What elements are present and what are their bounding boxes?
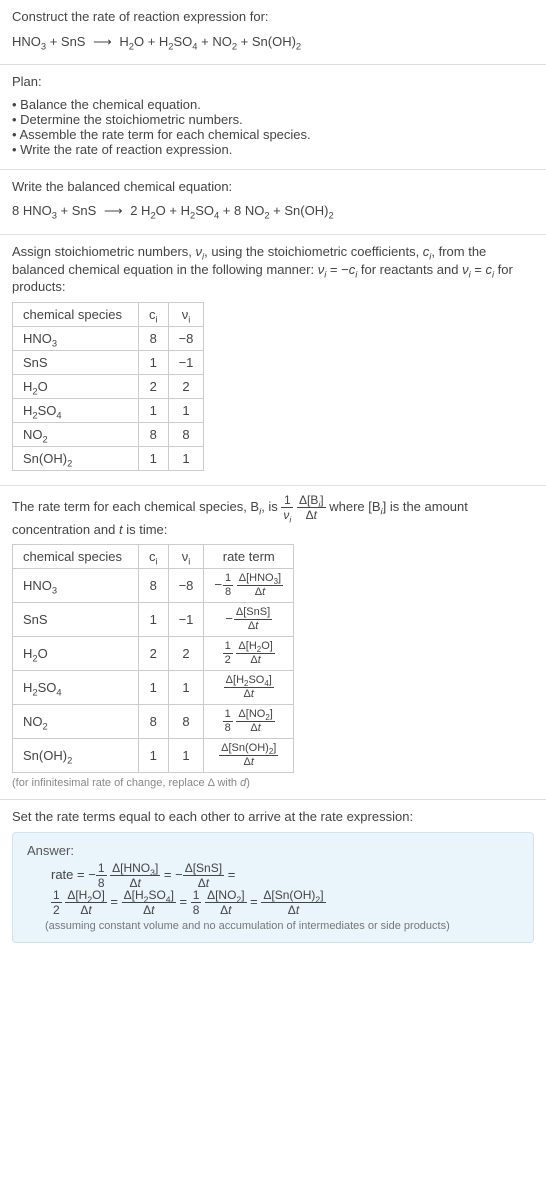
stoich-intro: Assign stoichiometric numbers, νi, using… bbox=[12, 243, 534, 296]
rate-line-1: rate = −18 Δ[HNO3]Δt = −Δ[SnS]Δt = bbox=[51, 862, 519, 889]
table-row: SnS1−1−Δ[SnS]Δt bbox=[13, 603, 294, 637]
table-row: SnS1−1 bbox=[13, 350, 204, 374]
cell-vi: 1 bbox=[168, 739, 204, 773]
final-section: Set the rate terms equal to each other t… bbox=[0, 800, 546, 963]
table-row: NO28818 Δ[NO2]Δt bbox=[13, 705, 294, 739]
unbalanced-equation: HNO3 + SnS ⟶ H2O + H2SO4 + NO2 + Sn(OH)2 bbox=[12, 32, 534, 53]
cell-rateterm: 12 Δ[H2O]Δt bbox=[204, 637, 294, 671]
plan-item: Balance the chemical equation. bbox=[12, 97, 534, 112]
answer-title: Answer: bbox=[27, 843, 519, 858]
cell-species: Sn(OH)2 bbox=[13, 446, 139, 470]
rate-line-2: 12 Δ[H2O]Δt = Δ[H2SO4]Δt = 18 Δ[NO2]Δt =… bbox=[51, 889, 519, 916]
plan-section: Plan: Balance the chemical equation. Det… bbox=[0, 65, 546, 170]
cell-species: NO2 bbox=[13, 422, 139, 446]
cell-rateterm: Δ[H2SO4]Δt bbox=[204, 671, 294, 705]
cell-species: Sn(OH)2 bbox=[13, 739, 139, 773]
plan-item: Assemble the rate term for each chemical… bbox=[12, 127, 534, 142]
cell-ci: 8 bbox=[139, 705, 169, 739]
cell-vi: 2 bbox=[168, 374, 204, 398]
cell-ci: 8 bbox=[139, 569, 169, 603]
arrow-icon: ⟶ bbox=[100, 201, 127, 222]
delta-note: (for infinitesimal rate of change, repla… bbox=[12, 777, 534, 789]
th-species: chemical species bbox=[13, 302, 139, 326]
eq-right: H2O + H2SO4 + NO2 + Sn(OH)2 bbox=[119, 34, 301, 49]
cell-ci: 1 bbox=[139, 739, 169, 773]
final-intro: Set the rate terms equal to each other t… bbox=[12, 808, 534, 826]
bal-right: 2 H2O + H2SO4 + 8 NO2 + Sn(OH)2 bbox=[130, 203, 333, 218]
plan-item: Determine the stoichiometric numbers. bbox=[12, 112, 534, 127]
cell-species: H2O bbox=[13, 374, 139, 398]
table-row: HNO38−8−18 Δ[HNO3]Δt bbox=[13, 569, 294, 603]
intro-a: The rate term for each chemical species,… bbox=[12, 499, 281, 514]
assumption-note: (assuming constant volume and no accumul… bbox=[45, 920, 519, 932]
cell-rateterm: −Δ[SnS]Δt bbox=[204, 603, 294, 637]
table-row: H2O2212 Δ[H2O]Δt bbox=[13, 637, 294, 671]
table-row: Sn(OH)211 bbox=[13, 446, 204, 470]
rateterm-section: The rate term for each chemical species,… bbox=[0, 486, 546, 801]
table-header-row: chemical species ci νi rate term bbox=[13, 545, 294, 569]
table-header-row: chemical species ci νi bbox=[13, 302, 204, 326]
cell-vi: 8 bbox=[168, 705, 204, 739]
cell-species: H2SO4 bbox=[13, 671, 139, 705]
table-row: H2SO411 bbox=[13, 398, 204, 422]
cell-vi: 2 bbox=[168, 637, 204, 671]
th-vi: νi bbox=[168, 302, 204, 326]
cell-species: NO2 bbox=[13, 705, 139, 739]
cell-species: SnS bbox=[13, 603, 139, 637]
cell-ci: 8 bbox=[139, 326, 169, 350]
bal-left: 8 HNO3 + SnS bbox=[12, 203, 96, 218]
cell-ci: 1 bbox=[139, 398, 169, 422]
plan-title: Plan: bbox=[12, 73, 534, 91]
th-rate: rate term bbox=[204, 545, 294, 569]
cell-species: HNO3 bbox=[13, 326, 139, 350]
cell-vi: 1 bbox=[168, 671, 204, 705]
eq-left: HNO3 + SnS bbox=[12, 34, 85, 49]
th-species: chemical species bbox=[13, 545, 139, 569]
table-row: Sn(OH)211Δ[Sn(OH)2]Δt bbox=[13, 739, 294, 773]
construct-title: Construct the rate of reaction expressio… bbox=[12, 8, 534, 26]
cell-vi: −8 bbox=[168, 326, 204, 350]
cell-vi: −1 bbox=[168, 603, 204, 637]
cell-ci: 1 bbox=[139, 603, 169, 637]
cell-rateterm: Δ[Sn(OH)2]Δt bbox=[204, 739, 294, 773]
balanced-equation: 8 HNO3 + SnS ⟶ 2 H2O + H2SO4 + 8 NO2 + S… bbox=[12, 201, 534, 222]
stoich-table: chemical species ci νi HNO38−8SnS1−1H2O2… bbox=[12, 302, 204, 471]
cell-vi: 8 bbox=[168, 422, 204, 446]
cell-vi: 1 bbox=[168, 398, 204, 422]
cell-vi: −8 bbox=[168, 569, 204, 603]
balanced-intro: Write the balanced chemical equation: bbox=[12, 178, 534, 196]
cell-ci: 2 bbox=[139, 374, 169, 398]
cell-ci: 1 bbox=[139, 350, 169, 374]
arrow-icon: ⟶ bbox=[89, 32, 116, 53]
cell-ci: 8 bbox=[139, 422, 169, 446]
cell-species: H2O bbox=[13, 637, 139, 671]
balanced-section: Write the balanced chemical equation: 8 … bbox=[0, 170, 546, 235]
cell-ci: 1 bbox=[139, 446, 169, 470]
cell-rateterm: −18 Δ[HNO3]Δt bbox=[204, 569, 294, 603]
cell-vi: −1 bbox=[168, 350, 204, 374]
cell-vi: 1 bbox=[168, 446, 204, 470]
generic-frac-1: 1νi bbox=[281, 494, 293, 521]
th-vi: νi bbox=[168, 545, 204, 569]
table-row: NO288 bbox=[13, 422, 204, 446]
cell-ci: 2 bbox=[139, 637, 169, 671]
table-row: H2O22 bbox=[13, 374, 204, 398]
generic-frac-2: Δ[Bi]Δt bbox=[297, 494, 326, 521]
table-row: H2SO411Δ[H2SO4]Δt bbox=[13, 671, 294, 705]
stoich-section: Assign stoichiometric numbers, νi, using… bbox=[0, 235, 546, 486]
cell-species: SnS bbox=[13, 350, 139, 374]
plan-list: Balance the chemical equation. Determine… bbox=[12, 97, 534, 157]
header-section: Construct the rate of reaction expressio… bbox=[0, 0, 546, 65]
th-ci: ci bbox=[139, 302, 169, 326]
cell-species: H2SO4 bbox=[13, 398, 139, 422]
rateterm-intro: The rate term for each chemical species,… bbox=[12, 494, 534, 539]
answer-box: Answer: rate = −18 Δ[HNO3]Δt = −Δ[SnS]Δt… bbox=[12, 832, 534, 943]
cell-ci: 1 bbox=[139, 671, 169, 705]
plan-item: Write the rate of reaction expression. bbox=[12, 142, 534, 157]
cell-species: HNO3 bbox=[13, 569, 139, 603]
table-row: HNO38−8 bbox=[13, 326, 204, 350]
th-ci: ci bbox=[139, 545, 169, 569]
rateterm-table: chemical species ci νi rate term HNO38−8… bbox=[12, 544, 294, 773]
cell-rateterm: 18 Δ[NO2]Δt bbox=[204, 705, 294, 739]
